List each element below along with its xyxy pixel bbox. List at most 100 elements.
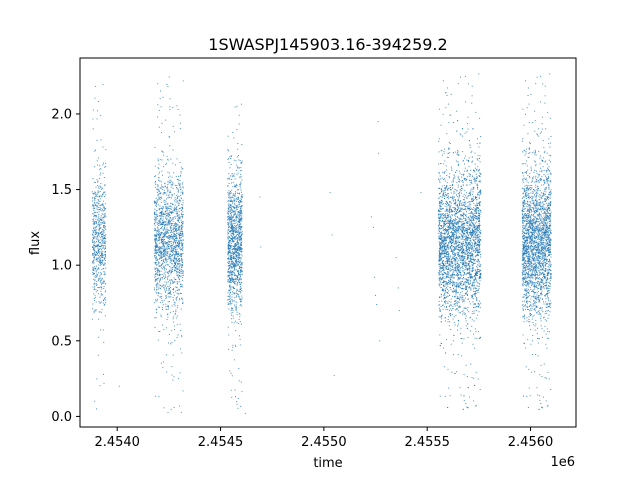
data-point bbox=[95, 289, 97, 291]
data-point bbox=[166, 215, 168, 217]
data-point bbox=[227, 246, 229, 248]
data-point bbox=[176, 273, 178, 275]
data-point bbox=[451, 235, 453, 237]
data-point bbox=[98, 239, 100, 241]
data-point bbox=[445, 320, 446, 322]
data-point bbox=[181, 224, 183, 226]
data-point bbox=[101, 309, 103, 310]
data-point bbox=[104, 254, 106, 256]
data-point bbox=[167, 207, 169, 209]
data-point bbox=[170, 287, 171, 288]
data-point bbox=[157, 283, 159, 285]
data-point bbox=[175, 237, 177, 239]
data-point bbox=[235, 256, 237, 258]
data-point bbox=[237, 278, 238, 280]
data-point bbox=[455, 219, 457, 221]
data-point bbox=[95, 259, 97, 260]
data-point bbox=[233, 208, 235, 210]
data-point bbox=[455, 288, 457, 290]
data-point bbox=[97, 240, 99, 242]
data-point bbox=[472, 270, 474, 271]
data-point bbox=[459, 133, 461, 135]
data-point bbox=[231, 375, 233, 377]
data-point bbox=[445, 257, 447, 259]
data-point bbox=[230, 219, 232, 221]
data-point bbox=[166, 255, 168, 257]
data-point bbox=[95, 227, 97, 229]
data-point bbox=[155, 205, 157, 207]
data-point bbox=[179, 405, 180, 407]
data-point bbox=[230, 207, 232, 209]
data-point bbox=[155, 271, 157, 272]
data-point bbox=[160, 246, 162, 248]
data-point bbox=[232, 256, 234, 258]
data-point bbox=[157, 268, 159, 270]
data-point bbox=[232, 132, 234, 133]
data-point bbox=[98, 215, 100, 217]
data-point bbox=[154, 224, 156, 226]
data-point bbox=[240, 236, 242, 238]
data-point bbox=[155, 276, 157, 278]
data-point bbox=[179, 225, 181, 227]
data-point bbox=[163, 154, 165, 156]
data-point bbox=[167, 236, 169, 237]
data-point bbox=[95, 212, 97, 214]
data-point bbox=[96, 207, 98, 209]
data-point bbox=[154, 276, 156, 278]
data-point bbox=[441, 250, 443, 252]
data-point bbox=[448, 306, 450, 307]
data-point bbox=[228, 242, 230, 244]
data-point bbox=[473, 287, 475, 289]
data-point bbox=[179, 128, 181, 130]
data-point bbox=[156, 199, 158, 201]
data-point bbox=[168, 236, 170, 238]
data-point bbox=[236, 185, 238, 187]
data-point bbox=[230, 252, 232, 254]
data-point bbox=[238, 197, 239, 199]
data-point bbox=[98, 218, 100, 220]
data-point bbox=[154, 201, 155, 203]
data-point bbox=[237, 270, 238, 272]
data-point bbox=[443, 232, 445, 234]
data-point bbox=[97, 247, 99, 249]
data-point bbox=[104, 208, 106, 210]
data-point bbox=[471, 267, 473, 269]
data-point bbox=[444, 301, 446, 303]
data-point bbox=[448, 198, 450, 200]
data-point bbox=[172, 281, 174, 283]
data-point bbox=[443, 233, 445, 235]
data-point bbox=[478, 244, 480, 246]
data-point bbox=[241, 263, 243, 265]
data-point bbox=[177, 195, 179, 197]
data-point bbox=[228, 348, 230, 350]
data-point bbox=[174, 281, 176, 283]
data-point bbox=[234, 283, 236, 285]
data-point bbox=[445, 236, 447, 238]
data-point bbox=[233, 198, 235, 200]
data-point bbox=[93, 293, 95, 295]
data-point bbox=[227, 208, 229, 210]
data-point bbox=[464, 207, 466, 209]
data-point bbox=[158, 173, 160, 175]
data-point bbox=[105, 234, 107, 236]
data-point bbox=[179, 199, 180, 201]
data-point bbox=[182, 236, 184, 237]
data-point bbox=[168, 180, 170, 182]
data-point bbox=[161, 215, 163, 217]
data-point bbox=[180, 235, 182, 237]
data-point bbox=[178, 263, 180, 265]
data-point bbox=[167, 197, 169, 199]
data-point bbox=[468, 311, 470, 313]
data-point bbox=[176, 324, 178, 326]
data-point bbox=[172, 311, 174, 313]
data-point bbox=[464, 190, 466, 192]
data-point bbox=[227, 201, 229, 203]
data-point bbox=[454, 305, 456, 307]
data-point bbox=[454, 219, 456, 221]
data-point bbox=[236, 197, 237, 199]
data-point bbox=[178, 226, 180, 228]
data-point bbox=[171, 237, 173, 239]
data-point bbox=[168, 208, 170, 209]
data-point bbox=[236, 264, 238, 266]
data-point bbox=[94, 279, 96, 281]
